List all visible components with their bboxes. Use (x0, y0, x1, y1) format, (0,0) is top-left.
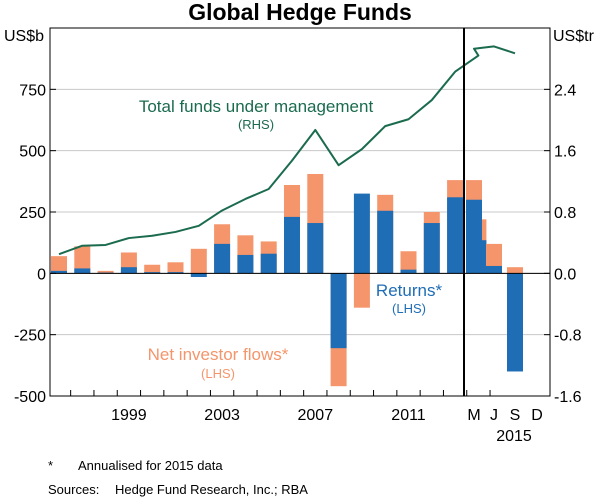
sources-label: Sources: (48, 482, 99, 497)
right-tick-label: 0.8 (554, 205, 576, 222)
returns-bar (447, 197, 464, 274)
returns-sublabel: (LHS) (392, 301, 426, 316)
returns-bar (190, 273, 207, 278)
fum-label: Total funds under management (139, 97, 374, 116)
flows-bar (507, 267, 523, 274)
flows-sublabel: (LHS) (201, 366, 235, 381)
sources-text: Hedge Fund Research, Inc.; RBA (115, 482, 308, 497)
returns-bar (260, 253, 277, 274)
month-tick-label: J (490, 407, 498, 424)
returns-bar (466, 199, 482, 274)
months-year-label: 2015 (496, 428, 532, 445)
x-tick-label: 2007 (298, 407, 334, 424)
returns-bar (167, 272, 184, 274)
flows-bar (144, 264, 161, 274)
returns-bar (237, 254, 254, 274)
right-axis-unit: US$tr (553, 28, 595, 45)
flows-bar (167, 262, 184, 274)
month-tick-label: S (510, 407, 521, 424)
right-tick-label: 2.4 (554, 82, 576, 99)
right-tick-label: -0.8 (554, 328, 582, 345)
returns-bar (400, 269, 417, 274)
flows-bar (74, 246, 91, 274)
returns-bar (74, 268, 91, 274)
returns-bar (507, 273, 523, 372)
right-tick-labels: 2.4 1.6 0.8 0.0 -0.8 -1.6 (554, 82, 582, 406)
returns-bar (353, 193, 370, 274)
returns-bar (330, 273, 347, 349)
flows-label: Net investor flows* (148, 345, 289, 364)
returns-bar (377, 210, 394, 274)
returns-bar (51, 270, 67, 274)
returns-label: Returns* (376, 281, 443, 300)
x-tick-label: 2011 (391, 407, 426, 424)
left-tick-label: -500 (14, 389, 46, 406)
x-tick-label: 1999 (111, 407, 147, 424)
left-tick-label: 500 (19, 144, 46, 161)
x-tick-label: 2003 (204, 407, 240, 424)
x-tick-labels: 1999 2003 2007 2011 M J S D (111, 407, 543, 424)
left-tick-label: 250 (19, 205, 46, 222)
returns-bar (307, 223, 324, 274)
month-tick-label: D (531, 407, 543, 424)
axis-ticks (50, 88, 550, 397)
fum-sublabel: (RHS) (238, 117, 274, 132)
footnote-asterisk: * (48, 458, 53, 473)
flows-bar (51, 256, 67, 274)
returns-bar (144, 272, 161, 274)
left-tick-label: 0 (37, 266, 46, 283)
bars-layer (51, 173, 523, 387)
line-layer (58, 45, 516, 256)
right-tick-label: 1.6 (554, 144, 576, 161)
flows-bar (400, 251, 417, 274)
right-tick-label: 0.0 (554, 266, 576, 283)
flows-bar (97, 270, 114, 274)
footnote-text: Annualised for 2015 data (78, 458, 223, 473)
chart-title: Global Hedge Funds (188, 0, 412, 25)
month-tick-label: M (467, 407, 480, 424)
returns-bar (120, 267, 137, 274)
left-tick-label: -250 (14, 328, 46, 345)
returns-bar (423, 223, 440, 274)
returns-bar (284, 216, 300, 274)
left-axis-unit: US$b (4, 28, 44, 45)
fum-line (58, 45, 516, 256)
right-tick-label: -1.6 (554, 389, 582, 406)
flows-bar (353, 273, 370, 308)
returns-bar (486, 265, 502, 274)
returns-bar (214, 243, 231, 274)
flows-bar (190, 248, 207, 274)
left-tick-labels: 750 500 250 0 -250 -500 (14, 82, 46, 406)
left-tick-label: 750 (19, 82, 46, 99)
